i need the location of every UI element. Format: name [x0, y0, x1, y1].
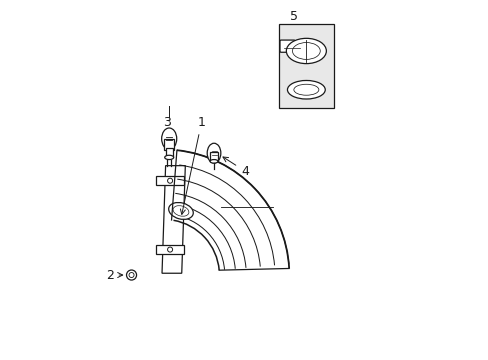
Polygon shape	[162, 166, 185, 273]
Circle shape	[167, 247, 172, 252]
Ellipse shape	[207, 143, 221, 163]
Circle shape	[126, 270, 136, 280]
Text: 4: 4	[223, 157, 248, 177]
Text: 5: 5	[289, 10, 297, 23]
Bar	[155, 245, 184, 254]
Bar	[155, 176, 184, 185]
FancyBboxPatch shape	[280, 40, 294, 52]
Circle shape	[167, 178, 172, 183]
Bar	[165, 148, 172, 157]
Ellipse shape	[292, 42, 320, 59]
Ellipse shape	[293, 84, 318, 95]
Text: 3: 3	[163, 116, 171, 129]
Ellipse shape	[210, 159, 218, 163]
Bar	[164, 139, 174, 149]
Text: 2: 2	[105, 269, 122, 282]
Ellipse shape	[168, 203, 193, 219]
Bar	[278, 24, 333, 108]
Ellipse shape	[162, 128, 176, 149]
Ellipse shape	[173, 206, 188, 216]
Ellipse shape	[164, 155, 173, 159]
Ellipse shape	[287, 81, 325, 99]
Ellipse shape	[286, 38, 325, 64]
Bar	[209, 152, 218, 161]
Text: 1: 1	[180, 116, 205, 214]
Circle shape	[129, 273, 134, 278]
